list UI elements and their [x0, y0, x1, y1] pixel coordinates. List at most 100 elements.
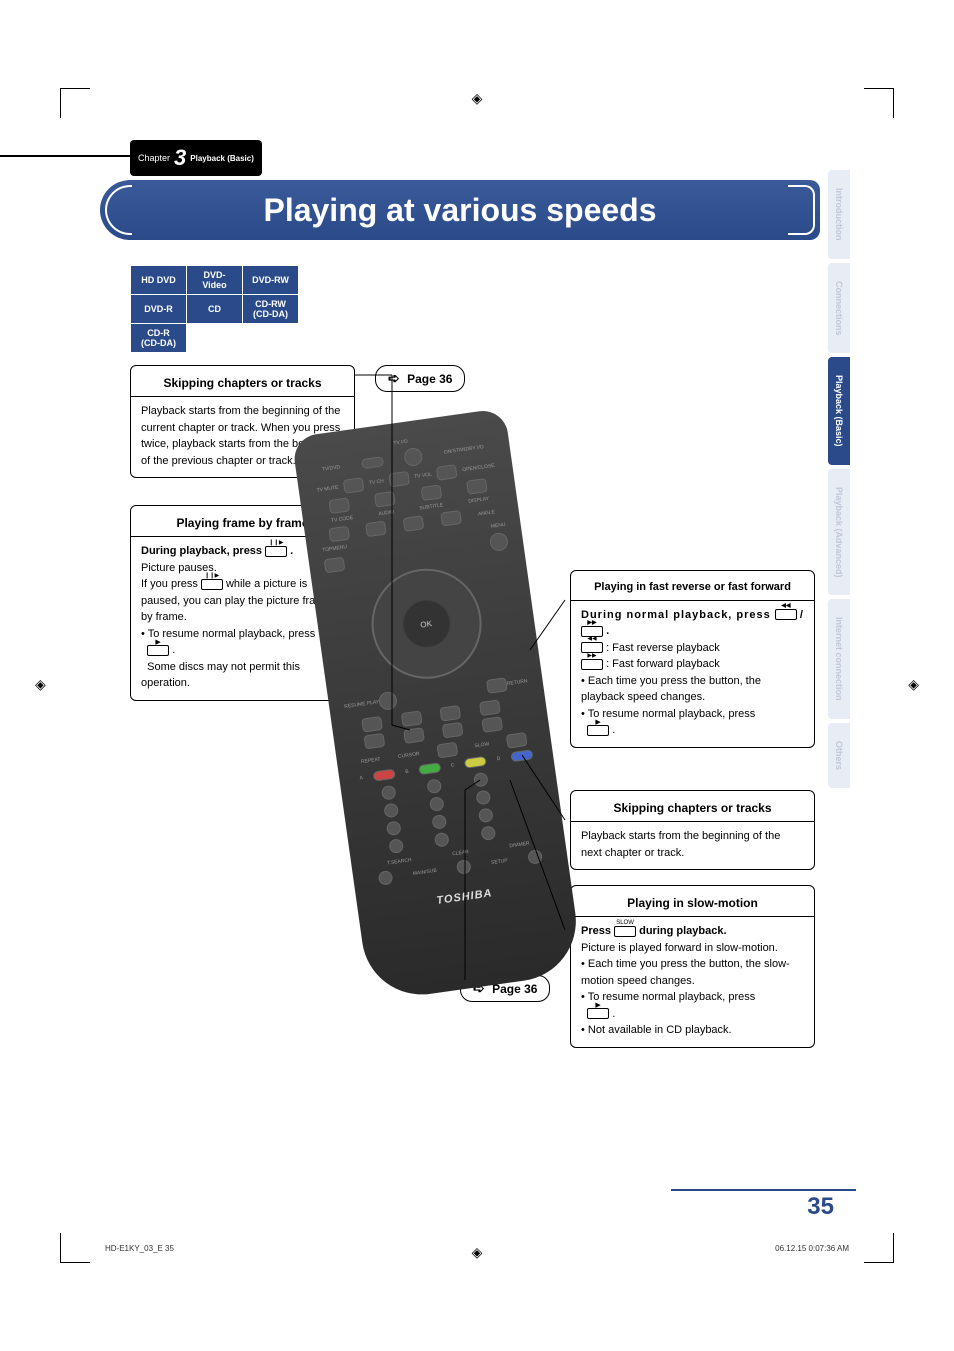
disc-cell: CD: [187, 295, 243, 324]
text: .: [612, 724, 615, 736]
text: Each time you press the button, the slow…: [581, 958, 790, 987]
remote-button: [506, 732, 528, 749]
remote-button: [400, 710, 422, 727]
footer-timestamp: 06.12.15 0:07:36 AM: [775, 1244, 849, 1253]
remote-button: [383, 803, 399, 819]
remote-label: MENU: [491, 522, 506, 530]
text: Each time you press the button, the play…: [581, 675, 761, 704]
crop-mark: [864, 88, 894, 118]
text: .: [172, 644, 175, 656]
remote-button: [343, 477, 365, 494]
remote-label: B: [405, 769, 409, 775]
remote-button: [473, 772, 489, 788]
crop-mark: [60, 88, 90, 118]
body-line: Picture is played forward in slow-motion…: [581, 940, 804, 957]
text: .: [612, 1008, 615, 1020]
remote-button: [324, 557, 346, 574]
chapter-rule: [0, 155, 130, 157]
instruction-line: During normal playback, press / .: [581, 607, 804, 640]
remote-label: CURSOR: [398, 751, 420, 760]
remote-label: TV I/O: [393, 439, 408, 447]
remote-button: [427, 778, 443, 794]
remote-button: [374, 491, 396, 508]
remote-button: [403, 727, 425, 744]
skip-chapters-box-right: Skipping chapters or tracks Playback sta…: [570, 790, 815, 870]
remote-button: [378, 691, 398, 711]
text: During normal playback, press: [581, 609, 775, 621]
remote-button: [381, 785, 397, 801]
bullet-line: • To resume normal playback, press .: [581, 706, 804, 739]
disc-cell: CD-R (CD-DA): [131, 324, 187, 353]
remote-label: ON/STANDBY I/O: [444, 444, 485, 456]
text: If you press: [141, 578, 201, 590]
tab-others[interactable]: Others: [828, 723, 850, 788]
remote-label: TV CH: [368, 478, 384, 486]
remote-button: [365, 520, 387, 537]
remote-button: [434, 832, 450, 848]
remote-button: [373, 769, 396, 782]
disc-cell: HD DVD: [131, 266, 187, 295]
text: during playback.: [639, 925, 726, 937]
bullet-line: • To resume normal playback, press . Som…: [141, 626, 344, 692]
text: /: [800, 609, 803, 621]
remote-label: TV MUTE: [316, 485, 339, 494]
remote-label: SLOW: [474, 741, 489, 749]
remote-label: C: [451, 762, 455, 768]
body-line: : Fast reverse playback: [581, 640, 804, 657]
remote-button: [527, 849, 543, 865]
remote-label: SETUP: [491, 858, 508, 866]
text: Not available in CD playback.: [588, 1024, 732, 1036]
chapter-section: Playback (Basic): [190, 154, 254, 163]
remote-label: CLEAR: [452, 849, 469, 857]
remote-dpad: OK: [364, 562, 488, 686]
remote-button: [386, 820, 402, 836]
tab-playback-advanced[interactable]: Playback (Advanced): [828, 469, 850, 596]
text: : Fast reverse playback: [606, 642, 720, 654]
instruction-line: Press during playback.: [581, 923, 804, 940]
tab-internet[interactable]: Internet connection: [828, 599, 850, 719]
forward-button-icon: [581, 659, 603, 670]
remote-button: [478, 807, 494, 823]
box-title: Skipping chapters or tracks: [581, 799, 804, 817]
disc-cell: DVD-RW: [243, 266, 299, 295]
page-ref-top: Page 36: [375, 365, 465, 392]
text: .: [290, 545, 293, 557]
remote-ok-label: OK: [420, 619, 433, 630]
disc-cell: CD-RW (CD-DA): [243, 295, 299, 324]
box-title: Playing in fast reverse or fast forward: [581, 579, 804, 596]
remote-button: [328, 526, 350, 543]
remote-button: [440, 510, 462, 527]
step-button-icon: [265, 546, 287, 557]
remote-button: [464, 756, 487, 769]
text: Press: [581, 925, 614, 937]
tab-connections[interactable]: Connections: [828, 263, 850, 354]
box-body: Playback starts from the beginning of th…: [581, 828, 804, 861]
registration-mark: ◈: [35, 676, 46, 693]
remote-button: [388, 838, 404, 854]
text: Some discs may not permit this operation…: [141, 661, 300, 690]
text: .: [606, 625, 609, 637]
slow-button-icon: [614, 926, 636, 937]
remote-button: [364, 733, 386, 750]
rewind-button-icon: [775, 609, 797, 620]
remote-button: [361, 456, 384, 469]
box-title: Skipping chapters or tracks: [141, 374, 344, 392]
remote-button: [418, 762, 441, 775]
remote-button: [436, 742, 458, 759]
tab-playback-basic[interactable]: Playback (Basic): [828, 357, 850, 465]
remote-button: [439, 705, 461, 722]
remote-label: A: [359, 775, 363, 781]
remote-button: [429, 796, 445, 812]
text: : Fast forward playback: [606, 658, 720, 670]
remote-label: TV VOL: [414, 472, 432, 480]
remote-button: [510, 749, 533, 762]
tab-introduction[interactable]: Introduction: [828, 170, 850, 259]
remote-button: [466, 478, 488, 495]
remote-button: [403, 515, 425, 532]
text: To resume normal playback, press: [148, 628, 316, 640]
registration-mark: ◈: [472, 90, 483, 107]
bullet-line: • Each time you press the button, the pl…: [581, 673, 804, 706]
remote-button: [489, 532, 509, 552]
box-title: Playing in slow-motion: [581, 894, 804, 912]
remote-button: [456, 859, 472, 875]
